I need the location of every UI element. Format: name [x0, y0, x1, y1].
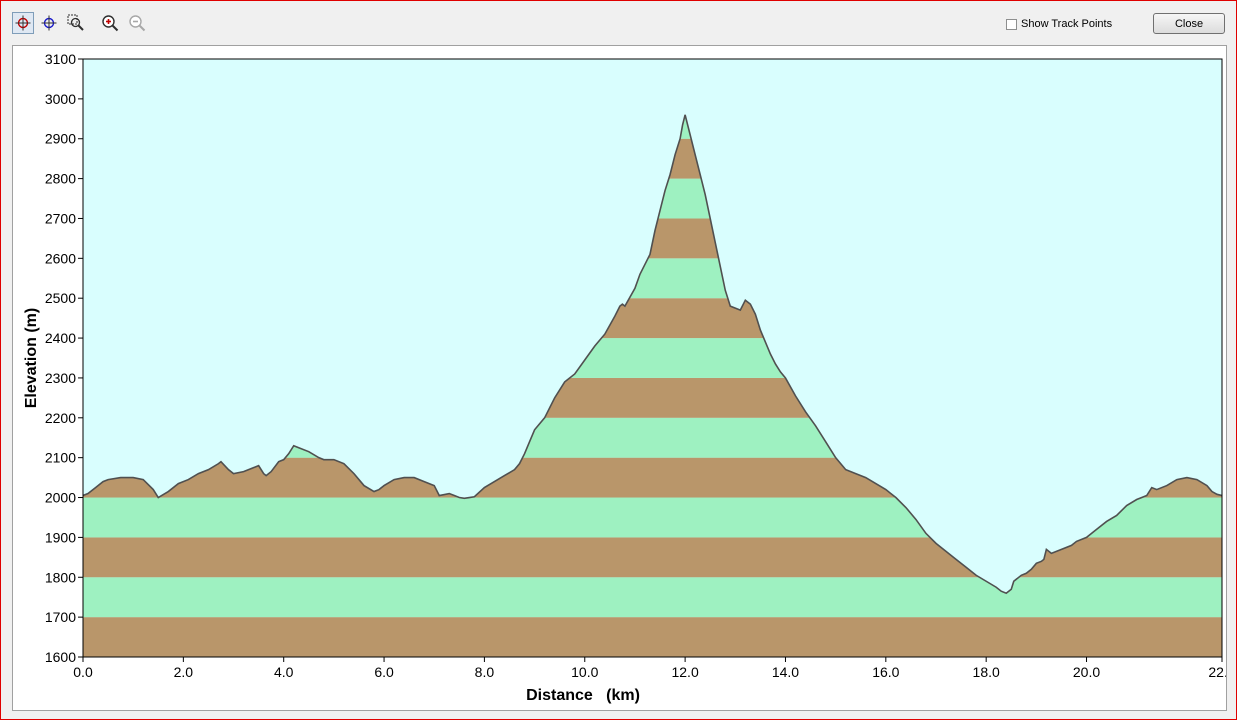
y-tick-label: 2100	[45, 450, 76, 466]
show-track-points-label: Show Track Points	[1021, 18, 1113, 30]
x-tick-label: 18.0	[973, 664, 1000, 680]
x-tick-label: 16.0	[872, 664, 899, 680]
x-tick-label: 2.0	[174, 664, 194, 680]
zoom-out-icon[interactable]	[126, 12, 148, 34]
y-tick-label: 2500	[45, 290, 76, 306]
y-tick-label: 3000	[45, 91, 76, 107]
x-tick-label: 20.0	[1073, 664, 1100, 680]
x-tick-label: 10.0	[571, 664, 598, 680]
x-tick-label: 14.0	[772, 664, 799, 680]
y-axis-ticks: 1600 1700 1800 1900 2000 2100 2200 2300 2400 2500…	[45, 51, 83, 665]
elevation-profile-line	[82, 114, 1223, 595]
crosshair-red-icon[interactable]	[12, 12, 34, 34]
y-tick-label: 1700	[45, 609, 76, 625]
y-tick-label: 2000	[45, 490, 76, 506]
y-tick-label: 1600	[45, 649, 76, 665]
crosshair-blue-icon[interactable]	[38, 12, 60, 34]
y-tick-label: 2900	[45, 131, 76, 147]
y-tick-label: 2300	[45, 370, 76, 386]
elevation-band	[83, 617, 1222, 657]
x-tick-label: 6.0	[374, 664, 394, 680]
show-track-points-toggle[interactable]: Show Track Points	[1006, 17, 1112, 31]
show-track-points-checkbox[interactable]	[1006, 18, 1017, 30]
y-tick-label: 2800	[45, 171, 76, 187]
elevation-band	[83, 577, 1222, 618]
y-tick-label: 1900	[45, 529, 76, 545]
y-tick-label: 1800	[45, 569, 76, 585]
y-tick-label: 2200	[45, 410, 76, 426]
x-axis-ticks: 0.0 2.0 4.0 6.0 8.0 10.0 12.0 14.0 16.0 18.0 20.0 2…	[73, 657, 1236, 680]
chart-axes	[82, 58, 1223, 658]
zoom-box-icon[interactable]	[65, 12, 87, 34]
x-tick-label: 12.0	[671, 664, 698, 680]
y-tick-label: 2400	[45, 330, 76, 346]
close-button[interactable]: Close	[1153, 13, 1225, 34]
elevation-bands	[83, 59, 1222, 657]
y-axis-label: Elevation (m)	[23, 308, 40, 408]
x-tick-label: 0.0	[73, 664, 93, 680]
elevation-chart: 0.0 2.0 4.0 6.0 8.0 10.0 12.0 14.0 16.0 18.0 20.0 2…	[23, 51, 1236, 704]
x-tick-label: 22.7	[1208, 664, 1226, 680]
y-tick-label: 3100	[45, 51, 76, 67]
y-tick-label: 2700	[45, 210, 76, 226]
x-tick-label: 8.0	[475, 664, 495, 680]
x-axis-label: Distance (km)	[526, 687, 640, 704]
y-tick-label: 2600	[45, 250, 76, 266]
plot-border	[82, 58, 1223, 658]
zoom-in-icon[interactable]	[99, 12, 121, 34]
x-tick-label: 4.0	[274, 664, 294, 680]
chart-panel: 0.0 2.0 4.0 6.0 8.0 10.0 12.0 14.0 16.0 18.0 20.0 2…	[12, 45, 1236, 711]
toolbar: Show Track Points Close	[12, 12, 1226, 36]
